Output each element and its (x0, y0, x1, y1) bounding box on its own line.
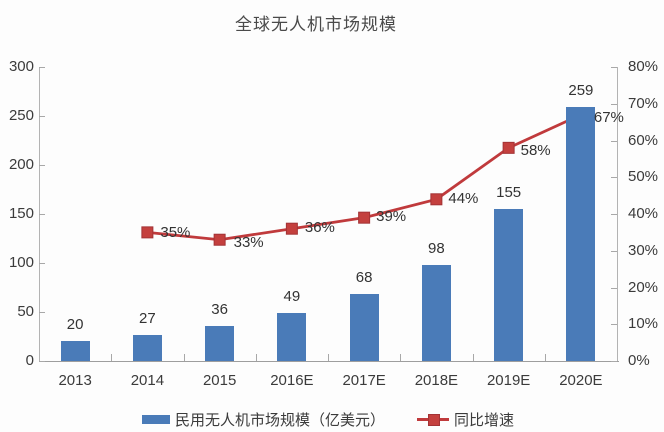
secondary-axis-tick (611, 287, 617, 289)
line-swatch-marker (428, 414, 440, 426)
bar-value-label: 27 (139, 309, 156, 327)
line-marker-2018E (430, 193, 443, 206)
bar-2014 (132, 334, 162, 361)
secondary-axis-tick (611, 140, 617, 142)
secondary-axis-tick (611, 177, 617, 179)
x-axis-category-label: 2019E (486, 372, 531, 389)
y-axis-tick (39, 67, 45, 68)
x-axis-tick (400, 354, 402, 361)
bottom-axis-line (39, 361, 619, 362)
growth-value-label: 36% (304, 218, 335, 236)
y-axis-tick (39, 165, 45, 166)
bar-value-label: 49 (283, 287, 301, 305)
bar-value-label: 68 (355, 269, 373, 287)
secondary-axis-tick-label: 40% (628, 205, 659, 222)
growth-value-label: 33% (233, 233, 264, 251)
secondary-axis-tick-label: 70% (628, 94, 659, 112)
bar-2013 (60, 341, 90, 361)
x-axis-category-label: 2015 (202, 372, 237, 389)
secondary-axis-tick (611, 324, 617, 326)
y-axis-tick (39, 312, 45, 313)
x-axis-tick (328, 354, 329, 361)
bar-2018E (421, 264, 451, 361)
y-axis-tick (39, 214, 45, 215)
bar-value-label: 259 (568, 82, 594, 100)
secondary-axis-tick-label: 80% (628, 58, 659, 75)
y-axis-tick (39, 116, 45, 117)
growth-value-label: 35% (160, 224, 191, 242)
y-axis-tick-label: 200 (8, 156, 34, 173)
x-axis-category-label: 2013 (58, 372, 92, 389)
x-axis-tick (472, 354, 474, 361)
line-series-swatch (417, 414, 449, 426)
secondary-axis-tick (611, 361, 617, 362)
right-axis-line (617, 67, 618, 361)
secondary-axis-tick-label: 20% (628, 278, 659, 296)
legend-line-label: 同比增速 (454, 412, 515, 429)
bar-value-label: 20 (66, 316, 84, 334)
x-axis-category-label: 2017E (342, 372, 386, 389)
line-marker-2015 (213, 233, 226, 246)
bar-2020E (566, 107, 596, 361)
bar-2019E (494, 209, 524, 361)
secondary-axis-tick-label: 60% (628, 131, 659, 149)
x-axis-tick (544, 354, 546, 361)
legend-bar-label: 民用无人机市场规模（亿美元） (174, 412, 385, 429)
x-axis-category-label: 2014 (130, 372, 165, 389)
y-axis-tick-label: 50 (17, 303, 34, 320)
growth-value-label: 44% (448, 190, 479, 208)
x-axis-category-label: 2016E (270, 372, 314, 389)
y-axis-tick-label: 300 (8, 58, 34, 75)
bar-value-label: 98 (428, 239, 445, 257)
line-marker-2017E (358, 211, 371, 224)
bar-value-label: 36 (211, 300, 228, 318)
bar-2016E (277, 312, 307, 361)
bar-2015 (205, 325, 235, 361)
bar-2017E (349, 294, 379, 361)
secondary-axis-tick (611, 214, 617, 215)
y-axis-tick-label: 100 (8, 254, 34, 271)
x-axis-tick (183, 354, 185, 361)
secondary-axis-tick-label: 50% (628, 168, 659, 186)
line-marker-2014 (141, 226, 154, 239)
y-axis-tick (39, 263, 45, 264)
x-axis-tick (111, 354, 113, 361)
secondary-axis-tick (611, 250, 617, 252)
bar-value-label: 155 (496, 184, 522, 202)
bar-series-swatch (141, 415, 170, 424)
secondary-axis-tick-label: 30% (628, 241, 659, 259)
x-axis-category-label: 2018E (414, 372, 459, 389)
secondary-axis-tick-label: 0% (628, 352, 650, 369)
secondary-axis-tick-label: 10% (628, 315, 659, 333)
chart-title: 全球无人机市场规模 (235, 15, 397, 34)
secondary-axis-tick (611, 103, 617, 105)
y-axis-tick-label: 250 (8, 107, 34, 124)
y-axis-tick-label: 0 (25, 352, 34, 369)
y-axis-tick-label: 150 (8, 205, 34, 222)
x-axis-category-label: 2020E (559, 372, 603, 389)
y-axis-tick (39, 361, 45, 362)
legend-item-market-size: 民用无人机市场规模（亿美元） (141, 409, 385, 430)
x-axis-tick (255, 354, 257, 361)
growth-value-label: 67% (593, 108, 624, 126)
legend: 民用无人机市场规模（亿美元） 同比增速 (39, 409, 617, 430)
secondary-axis-tick (611, 67, 617, 68)
line-marker-2019E (502, 141, 515, 154)
line-marker-2016E (285, 222, 298, 235)
growth-value-label: 58% (520, 141, 551, 159)
growth-value-label: 39% (376, 207, 407, 225)
legend-item-growth: 同比增速 (417, 409, 514, 430)
